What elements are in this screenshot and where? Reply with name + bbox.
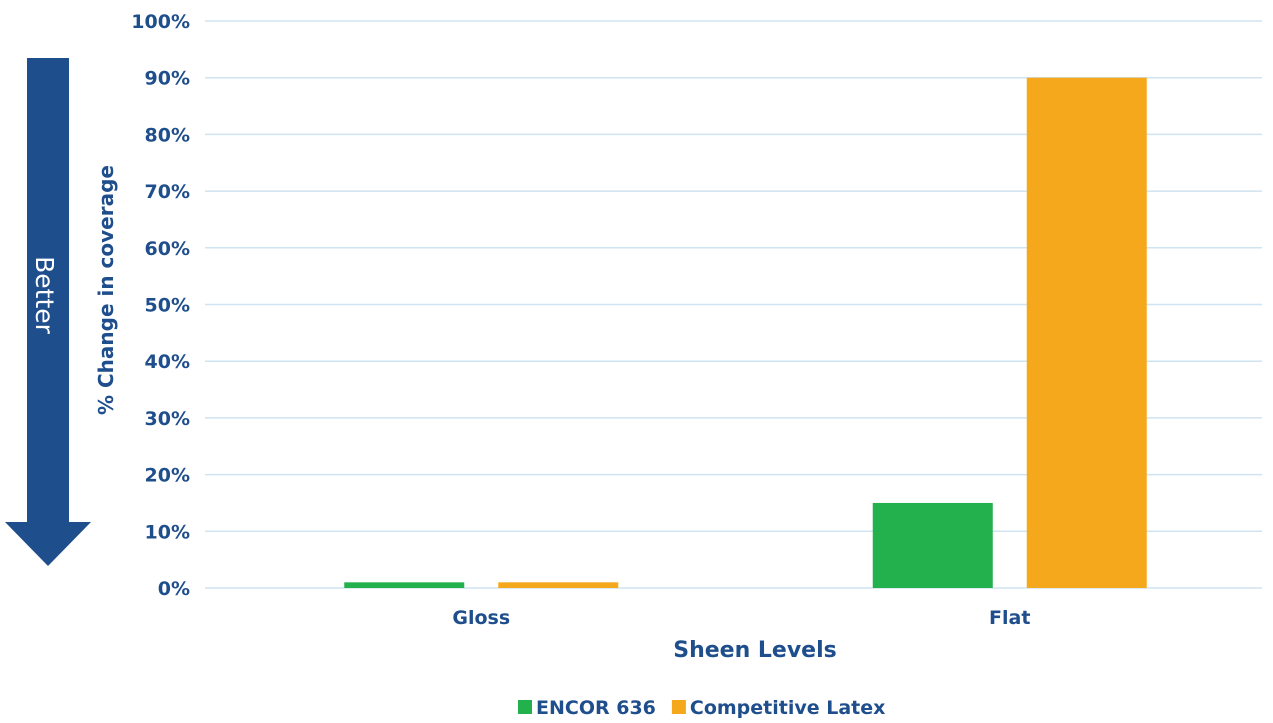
y-tick-label: 10% [145,521,190,543]
y-tick-label: 30% [145,408,190,430]
bar-flat-series-1 [873,503,993,588]
x-tick-label: Flat [989,607,1030,629]
legend-swatch [672,700,686,714]
bar-flat-series-2 [1027,78,1147,588]
bars [344,78,1147,588]
y-tick-label: 0% [158,578,190,600]
y-tick-label: 80% [145,124,190,146]
y-tick-label: 50% [145,295,190,317]
y-tick-labels: 0% 10% 20% 30% 40% 50% 60% 70% 80% 90% 100% [131,11,190,600]
y-tick-label: 100% [131,11,190,33]
x-tick-labels: Gloss Flat [452,607,1030,629]
legend: ENCOR 636 Competitive Latex [518,697,885,719]
x-tick-label: Gloss [452,607,510,629]
y-axis-label: % Change in coverage [94,165,118,415]
y-tick-label: 70% [145,181,190,203]
legend-swatch [518,700,532,714]
better-label: Better [30,256,59,335]
y-tick-label: 60% [145,238,190,260]
bar-gloss-series-2 [498,582,618,588]
bar-gloss-series-1 [344,582,464,588]
legend-label: Competitive Latex [690,697,886,719]
x-axis-label: Sheen Levels [673,638,837,663]
better-arrow: Better [5,58,91,566]
y-tick-label: 20% [145,465,190,487]
y-tick-label: 90% [145,68,190,90]
legend-label: ENCOR 636 [536,697,656,719]
y-tick-label: 40% [145,351,190,373]
